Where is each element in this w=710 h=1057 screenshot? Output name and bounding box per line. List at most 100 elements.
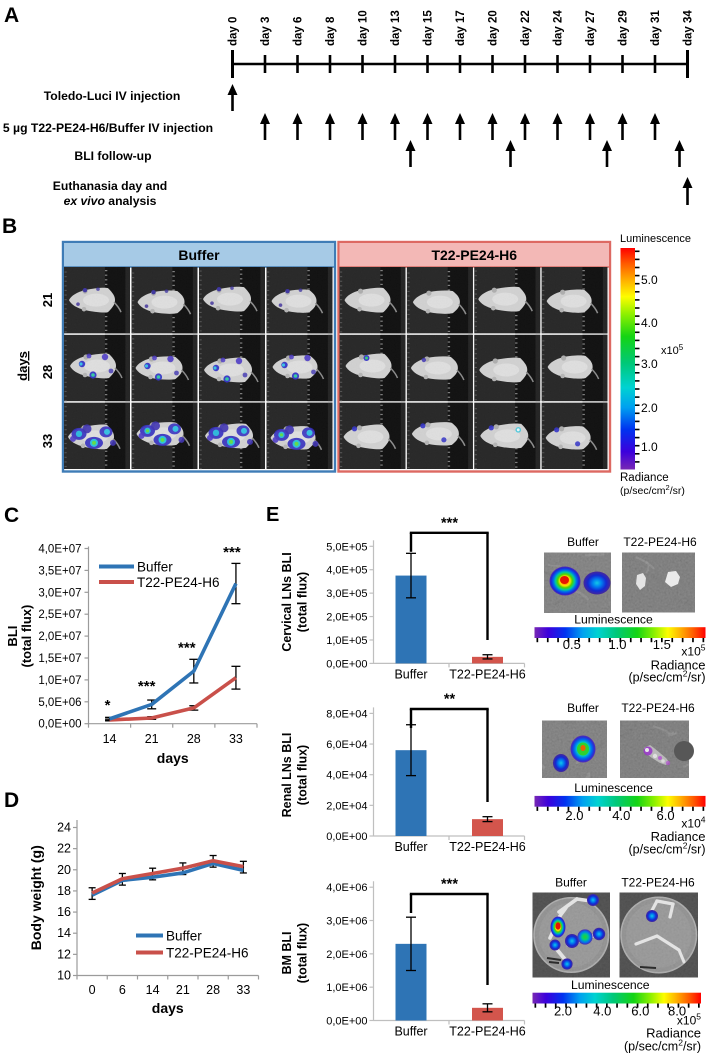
svg-text:BLI: BLI [5, 626, 20, 647]
svg-text:Radiance: Radiance [620, 472, 669, 484]
svg-text:days: days [15, 351, 30, 381]
svg-text:**: ** [444, 692, 456, 708]
svg-text:5 µg T22-PE24-H6/Buffer IV inj: 5 µg T22-PE24-H6/Buffer IV injection [3, 121, 213, 135]
svg-text:days: days [157, 750, 189, 766]
svg-text:10: 10 [57, 969, 71, 983]
svg-text:6: 6 [119, 983, 126, 997]
svg-text:4.0: 4.0 [641, 316, 658, 330]
svg-text:0: 0 [89, 983, 96, 997]
svg-text:21: 21 [176, 983, 190, 997]
svg-text:Toledo-Luci IV injection: Toledo-Luci IV injection [44, 89, 181, 103]
svg-text:day 20: day 20 [488, 10, 500, 46]
svg-text:6.0: 6.0 [657, 808, 675, 823]
svg-text:day 15: day 15 [423, 10, 435, 46]
svg-text:x105: x105 [661, 343, 684, 358]
svg-text:14: 14 [103, 732, 117, 746]
svg-text:0,0E+00: 0,0E+00 [326, 658, 367, 670]
svg-text:day 10: day 10 [358, 10, 370, 46]
svg-text:***: *** [223, 544, 241, 561]
svg-text:21: 21 [40, 293, 55, 307]
svg-text:Buffer: Buffer [166, 929, 202, 944]
svg-text:day 17: day 17 [455, 10, 467, 46]
svg-text:T22-PE24-H6: T22-PE24-H6 [431, 247, 517, 263]
svg-text:T22-PE24-H6: T22-PE24-H6 [623, 535, 697, 549]
svg-text:Renal LNs BLI: Renal LNs BLI [280, 733, 294, 818]
svg-text:33: 33 [236, 983, 250, 997]
svg-text:28: 28 [187, 732, 201, 746]
svg-text:2,0E+06: 2,0E+06 [326, 949, 367, 961]
svg-text:2,0E+07: 2,0E+07 [38, 631, 81, 643]
svg-text:3,0E+07: 3,0E+07 [38, 587, 81, 599]
svg-text:(p/sec/cm2/sr): (p/sec/cm2/sr) [629, 841, 706, 857]
svg-text:1,0E+07: 1,0E+07 [38, 675, 81, 687]
svg-text:***: *** [138, 678, 156, 695]
svg-text:(total flux): (total flux) [296, 923, 310, 983]
svg-text:x104: x104 [681, 815, 705, 831]
svg-text:24: 24 [57, 821, 71, 835]
svg-text:day 27: day 27 [585, 10, 597, 46]
svg-text:Body weight (g): Body weight (g) [28, 845, 44, 950]
svg-text:1,0E+05: 1,0E+05 [326, 635, 367, 647]
svg-text:0,0E+00: 0,0E+00 [326, 831, 367, 843]
svg-text:day 8: day 8 [325, 16, 337, 46]
svg-text:4.0: 4.0 [612, 808, 630, 823]
svg-text:Cervical LNs BLI: Cervical LNs BLI [280, 552, 294, 651]
svg-text:Buffer: Buffer [137, 560, 173, 575]
svg-text:Buffer: Buffer [555, 876, 587, 890]
svg-text:Buffer: Buffer [394, 1024, 427, 1038]
svg-text:1.0: 1.0 [641, 440, 658, 454]
svg-text:Buffer: Buffer [394, 840, 427, 854]
svg-text:Buffer: Buffer [394, 667, 427, 681]
svg-text:3,5E+07: 3,5E+07 [38, 565, 81, 577]
svg-text:*: * [105, 697, 111, 714]
svg-text:Buffer: Buffer [178, 247, 220, 263]
svg-text:Radiance: Radiance [651, 658, 706, 673]
svg-text:12: 12 [57, 947, 71, 961]
svg-text:4,0E+05: 4,0E+05 [326, 565, 367, 577]
svg-text:1,5E+07: 1,5E+07 [38, 653, 81, 665]
svg-text:(total flux): (total flux) [296, 745, 310, 805]
svg-text:2.0: 2.0 [554, 1003, 572, 1018]
svg-text:(p/sec/cm2/sr): (p/sec/cm2/sr) [624, 1038, 701, 1054]
svg-text:day 22: day 22 [520, 10, 532, 46]
svg-text:8.0: 8.0 [668, 1003, 686, 1018]
svg-text:8,0E+04: 8,0E+04 [326, 708, 367, 720]
svg-text:21: 21 [145, 732, 159, 746]
svg-text:1,0E+06: 1,0E+06 [326, 982, 367, 994]
svg-text:T22-PE24-H6: T22-PE24-H6 [137, 575, 220, 590]
svg-text:3.0: 3.0 [641, 357, 658, 371]
svg-text:Euthanasia day and: Euthanasia day and [53, 179, 167, 193]
svg-text:ex vivo analysis: ex vivo analysis [64, 194, 157, 208]
svg-text:Radiance: Radiance [651, 829, 706, 844]
svg-text:1.5: 1.5 [653, 637, 671, 652]
svg-text:1.0: 1.0 [608, 637, 626, 652]
svg-text:***: *** [441, 515, 458, 531]
svg-text:days: days [152, 1000, 184, 1016]
svg-text:14: 14 [57, 926, 71, 940]
svg-text:x105: x105 [677, 1012, 701, 1028]
svg-text:BLI follow-up: BLI follow-up [74, 149, 151, 163]
svg-text:(total flux): (total flux) [19, 605, 34, 668]
svg-text:T22-PE24-H6: T22-PE24-H6 [449, 840, 525, 854]
svg-text:2,5E+07: 2,5E+07 [38, 609, 81, 621]
svg-text:D: D [4, 789, 19, 812]
svg-text:(p/sec/cm2/sr): (p/sec/cm2/sr) [629, 668, 706, 684]
svg-text:4,0E+07: 4,0E+07 [38, 544, 81, 556]
svg-text:33: 33 [40, 434, 55, 448]
svg-text:***: *** [178, 640, 196, 657]
svg-text:Luminescence: Luminescence [574, 612, 653, 626]
svg-text:2,0E+04: 2,0E+04 [326, 800, 367, 812]
svg-text:T22-PE24-H6: T22-PE24-H6 [166, 946, 249, 961]
svg-text:18: 18 [57, 884, 71, 898]
svg-text:Luminescence: Luminescence [574, 781, 653, 795]
svg-text:3,0E+06: 3,0E+06 [326, 916, 367, 928]
svg-text:2,0E+05: 2,0E+05 [326, 612, 367, 624]
svg-text:5,0E+05: 5,0E+05 [326, 541, 367, 553]
svg-text:day 3: day 3 [260, 17, 272, 46]
svg-text:day 6: day 6 [293, 17, 305, 46]
svg-text:2.0: 2.0 [641, 401, 658, 415]
svg-text:***: *** [441, 877, 458, 893]
svg-text:B: B [2, 215, 17, 238]
svg-text:BM BLI: BM BLI [280, 931, 294, 974]
svg-text:E: E [266, 504, 279, 526]
